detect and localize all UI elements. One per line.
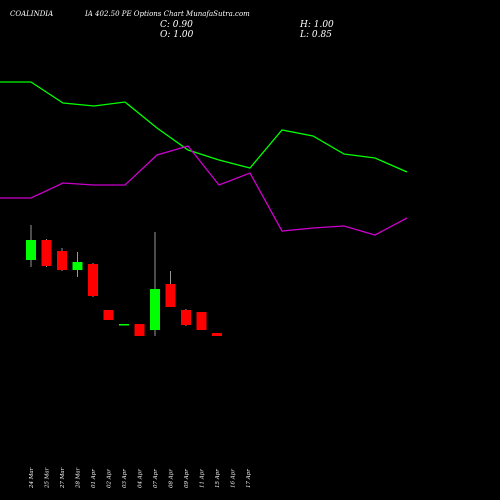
x-tick-label: 27 Mar — [60, 467, 66, 489]
x-tick-label: 07 Apr — [153, 469, 159, 488]
x-tick-label: 09 Apr — [184, 469, 190, 488]
low-value: L: 0.85 — [299, 30, 332, 40]
candle — [57, 248, 67, 271]
symbol-label: COALINDIA — [10, 10, 53, 18]
indicator-line-1 — [0, 81, 408, 173]
indicator-lines — [0, 81, 408, 236]
close-value: C: 0.90 — [160, 20, 193, 30]
candle — [212, 333, 222, 336]
candle — [134, 324, 145, 336]
x-tick-label: 15 Apr — [215, 469, 221, 488]
candle — [103, 310, 114, 320]
indicator-line-2 — [0, 145, 408, 236]
candle — [72, 252, 83, 277]
candle-body-down — [165, 284, 176, 307]
x-tick-label: 08 Apr — [169, 469, 175, 488]
x-tick-label: 25 Mar — [45, 467, 51, 489]
x-axis-labels: 24 Mar 25 Mar 27 Mar 28 Mar 01 Apr 02 Apr 03 A… — [29, 467, 252, 489]
x-tick-label: 01 Apr — [91, 469, 97, 488]
candle-body-up — [72, 262, 83, 270]
x-tick-label: 04 Apr — [138, 469, 144, 488]
candle-body-down — [103, 310, 114, 320]
candle — [88, 263, 98, 297]
candle — [41, 239, 52, 267]
candle-body-down — [41, 240, 52, 266]
open-value: O: 1.00 — [160, 30, 194, 40]
x-tick-label: 03 Apr — [122, 469, 128, 488]
candle — [196, 312, 207, 330]
x-tick-label: 24 Mar — [29, 467, 35, 489]
candle-body-up — [119, 324, 129, 326]
x-tick-label: 02 Apr — [107, 469, 113, 488]
x-tick-label: 16 Apr — [231, 469, 237, 488]
candle-body-down — [134, 324, 145, 336]
candle-body-down — [57, 251, 67, 270]
candle — [165, 271, 176, 307]
candle — [181, 309, 191, 326]
candle — [119, 324, 129, 326]
candle — [26, 225, 36, 267]
x-tick-label: 28 Mar — [76, 467, 82, 489]
candle-body-down — [88, 264, 98, 296]
candle-body-down — [212, 333, 222, 336]
candle — [150, 232, 160, 336]
x-tick-label: 17 Apr — [246, 469, 252, 488]
candle-body-up — [26, 240, 36, 260]
x-tick-label: 11 Apr — [200, 469, 206, 488]
candle-body-up — [150, 289, 160, 330]
high-value: H: 1.00 — [299, 20, 334, 30]
candle-body-down — [181, 310, 191, 325]
candlesticks — [26, 225, 222, 336]
chart-title: IA 402.50 PE Options Chart MunafaSutra.c… — [84, 10, 250, 18]
candle-body-down — [196, 312, 207, 330]
